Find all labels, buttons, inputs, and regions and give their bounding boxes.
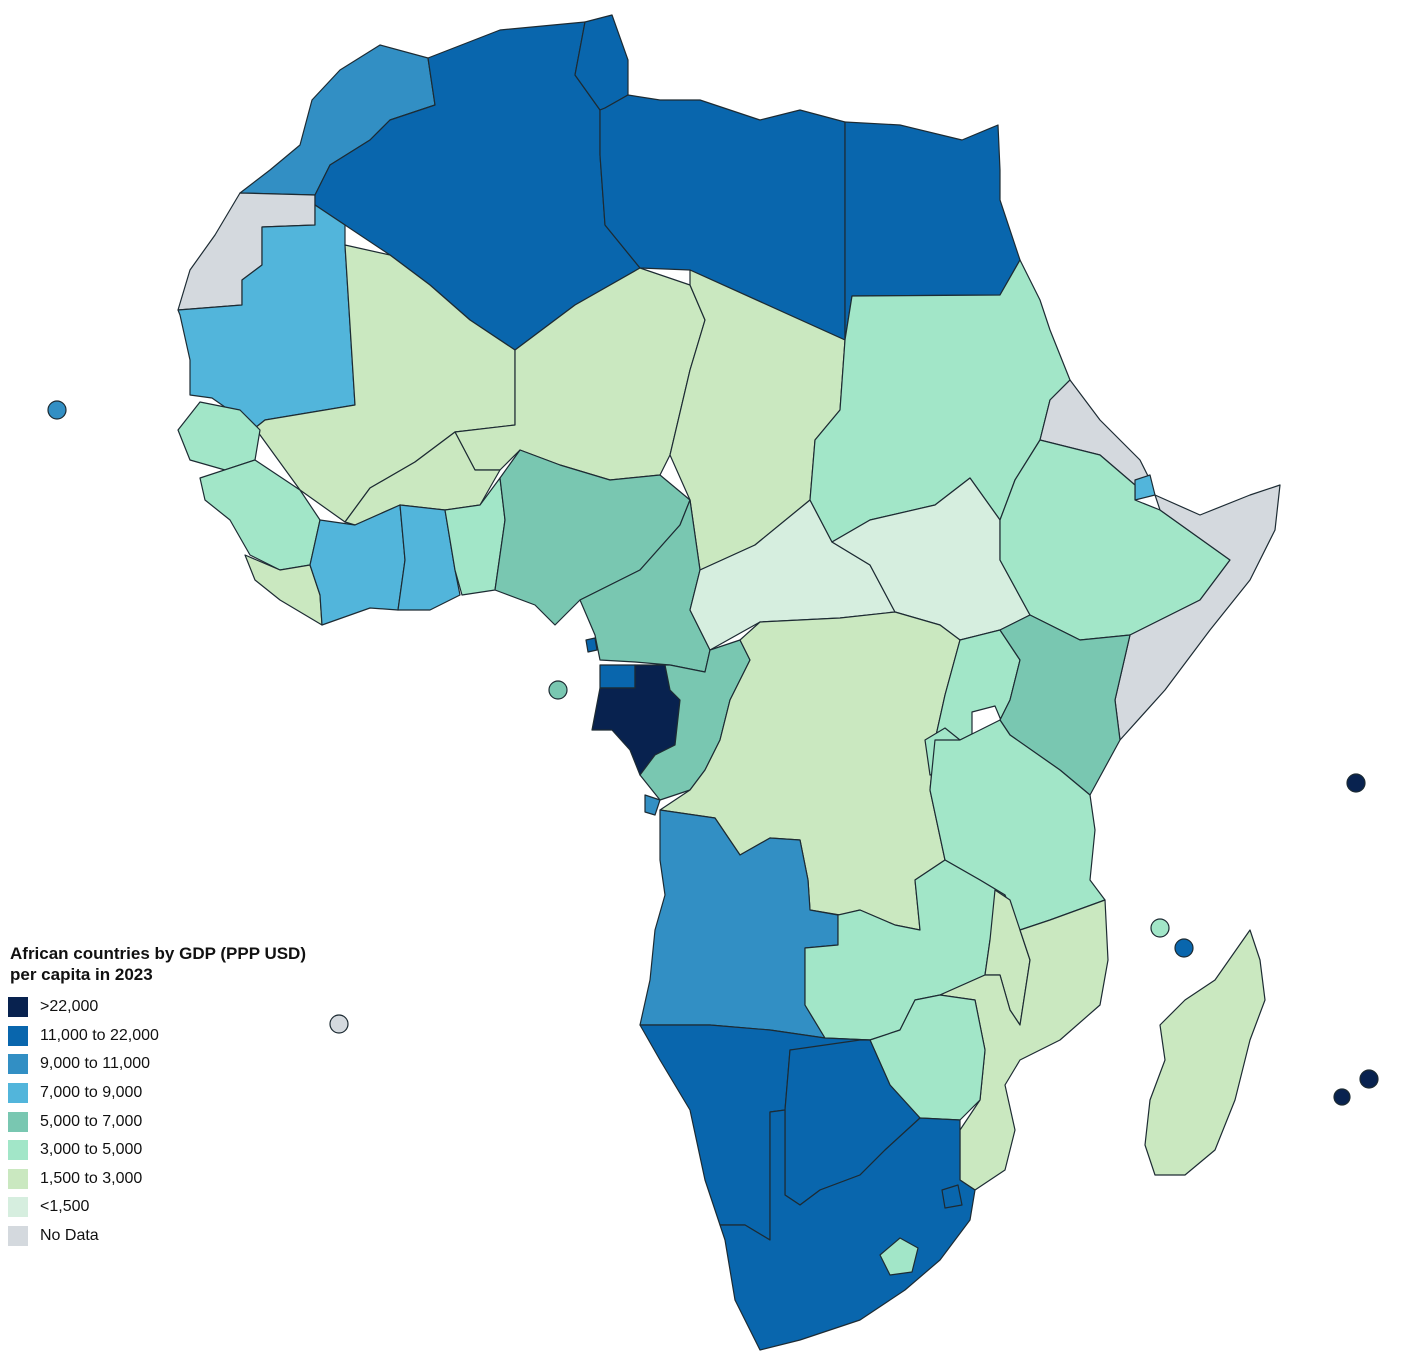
region-senegal-gambia	[177, 401, 261, 471]
region-south-africa	[719, 1109, 976, 1351]
legend-label: 9,000 to 11,000	[40, 1055, 151, 1073]
region-lesotho	[879, 1237, 919, 1276]
map-legend: African countries by GDP (PPP USD) per c…	[8, 943, 328, 1250]
region-mayotte	[1174, 938, 1194, 958]
legend-swatch	[8, 1025, 28, 1046]
region-cabinda	[644, 794, 661, 816]
legend-swatch	[8, 1083, 28, 1104]
legend-swatch	[8, 1111, 28, 1132]
region-djibouti	[1134, 474, 1156, 501]
legend-label: 7,000 to 9,000	[40, 1084, 143, 1102]
legend-swatch	[8, 1054, 28, 1075]
legend-label: >22,000	[40, 998, 99, 1016]
region-comoros	[1150, 918, 1170, 938]
region-somalia	[1114, 484, 1281, 741]
region-eswatini	[941, 1184, 963, 1209]
legend-label: 11,000 to 22,000	[40, 1026, 159, 1044]
legend-item: 3,000 to 5,000	[8, 1136, 328, 1165]
region-mauritania	[177, 204, 356, 429]
legend-items: >22,000 11,000 to 22,000 9,000 to 11,000 7,…	[8, 993, 328, 1250]
legend-label: No Data	[40, 1227, 99, 1245]
legend-item: 9,000 to 11,000	[8, 1050, 328, 1079]
region-st-helena	[329, 1014, 349, 1034]
legend-swatch	[8, 1168, 28, 1189]
legend-swatch	[8, 1197, 28, 1218]
legend-swatch	[8, 997, 28, 1018]
legend-item: >22,000	[8, 993, 328, 1022]
region-mauritius	[1359, 1069, 1379, 1089]
region-cote-divoire	[309, 504, 406, 626]
region-equatorial-guinea	[599, 664, 636, 689]
region-madagascar	[1144, 929, 1266, 1176]
legend-item: <1,500	[8, 1193, 328, 1222]
legend-item: 11,000 to 22,000	[8, 1022, 328, 1051]
legend-item: 5,000 to 7,000	[8, 1107, 328, 1136]
map-title: African countries by GDP (PPP USD) per c…	[10, 944, 306, 984]
region-sao-tome	[548, 680, 568, 700]
region-seychelles	[1346, 773, 1366, 793]
legend-label: <1,500	[40, 1198, 90, 1216]
region-cape-verde	[47, 400, 67, 420]
legend-item: 1,500 to 3,000	[8, 1165, 328, 1194]
legend-item: 7,000 to 9,000	[8, 1079, 328, 1108]
legend-label: 3,000 to 5,000	[40, 1141, 143, 1159]
legend-swatch	[8, 1226, 28, 1247]
legend-label: 1,500 to 3,000	[40, 1169, 143, 1187]
region-reunion	[1333, 1088, 1351, 1106]
legend-swatch	[8, 1140, 28, 1161]
legend-label: 5,000 to 7,000	[40, 1112, 143, 1130]
legend-item: No Data	[8, 1222, 328, 1251]
region-bioko	[585, 637, 598, 653]
